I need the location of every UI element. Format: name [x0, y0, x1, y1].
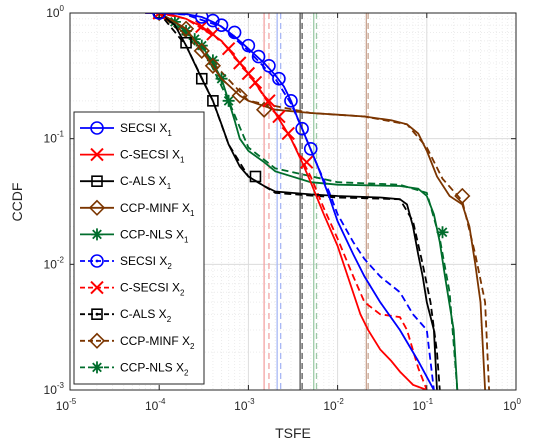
data-point-marker — [454, 187, 471, 205]
data-point-marker — [91, 361, 103, 374]
y-tick-label: 10-2 — [44, 255, 65, 271]
data-point-marker — [204, 57, 222, 74]
legend-label: C-SECSI X2 — [120, 281, 185, 298]
legend-item: CCP-MINF X2 — [80, 332, 195, 351]
data-point-marker — [436, 226, 449, 239]
data-point-marker — [231, 87, 248, 104]
data-point-marker — [91, 308, 103, 321]
legend-item: C-ALS X2 — [80, 307, 172, 324]
data-point-marker — [195, 39, 208, 52]
x-tick-label: 10-4 — [145, 397, 166, 413]
data-point-marker — [248, 75, 263, 90]
data-point-marker — [222, 94, 235, 107]
y-tick-label: 10-3 — [44, 381, 65, 397]
data-point-marker — [188, 33, 201, 46]
y-tick-label: 10-1 — [44, 130, 65, 146]
x-tick-label: 10-2 — [323, 397, 344, 413]
series-line — [145, 13, 435, 390]
data-point-marker — [299, 155, 314, 169]
x-axis-label: TSFE — [275, 425, 311, 441]
data-point-marker — [88, 332, 106, 349]
data-point-marker — [193, 42, 210, 59]
data-point-marker — [90, 254, 104, 268]
legend-item: CCP-MINF X1 — [80, 199, 195, 218]
data-point-marker — [255, 101, 273, 118]
data-point-marker — [195, 72, 208, 85]
data-point-marker — [206, 54, 219, 67]
legend-item: CCP-NLS X2 — [80, 360, 189, 377]
data-point-marker — [152, 13, 166, 20]
legend-label: CCP-NLS X1 — [120, 227, 189, 244]
data-point-marker — [177, 20, 195, 37]
data-point-marker — [90, 280, 104, 295]
data-point-marker — [214, 18, 229, 32]
series-line — [145, 13, 428, 390]
data-point-marker — [262, 94, 276, 108]
plot-frame — [69, 12, 517, 391]
data-point-marker — [207, 95, 219, 107]
legend-label: C-ALS X2 — [120, 307, 172, 324]
series-lines — [145, 13, 490, 390]
data-point-marker — [91, 228, 103, 241]
y-tick-label: 100 — [46, 4, 64, 20]
legend-item: SECSI X2 — [80, 254, 172, 271]
legend-label: CCP-NLS X2 — [120, 360, 189, 377]
legend-label: C-ALS X1 — [120, 174, 172, 191]
legend-item: C-SECSI X2 — [80, 281, 185, 298]
x-tick-label: 10-3 — [234, 397, 255, 413]
x-tick-label: 100 — [503, 397, 521, 413]
data-point-marker — [180, 24, 193, 37]
legend-label: SECSI X2 — [120, 254, 172, 271]
legend-label: CCP-MINF X2 — [120, 334, 195, 351]
legend: SECSI X1 C-SECSI X1 C-ALS X1 CCP-MINF X1 CCP… — [73, 111, 205, 385]
data-point-marker — [303, 142, 318, 156]
data-point-marker — [284, 94, 298, 108]
data-point-marker — [262, 59, 276, 73]
series-line — [145, 13, 438, 390]
series-line — [145, 13, 428, 390]
data-point-marker — [221, 41, 236, 56]
x-tick-label: 10-5 — [56, 397, 77, 413]
data-point-marker — [180, 36, 192, 49]
y-axis-label: CCDF — [9, 183, 25, 222]
data-point-marker — [281, 126, 295, 141]
data-point-marker — [272, 109, 286, 124]
data-point-marker — [90, 147, 104, 162]
data-point-marker — [88, 199, 106, 216]
legend-label: SECSI X1 — [120, 121, 172, 138]
legend-item: C-ALS X1 — [80, 174, 172, 191]
data-point-marker — [151, 13, 168, 22]
legend-item: SECSI X1 — [80, 121, 172, 138]
data-point-marker — [241, 38, 256, 53]
legend-item: C-SECSI X1 — [80, 148, 185, 165]
data-point-marker — [91, 175, 103, 187]
data-point-marker — [195, 19, 209, 34]
legend-item: CCP-NLS X1 — [80, 227, 189, 244]
data-point-marker — [90, 121, 104, 135]
data-point-marker — [272, 71, 286, 86]
legend-label: CCP-MINF X1 — [120, 201, 195, 218]
legend-label: C-SECSI X1 — [120, 148, 185, 165]
data-point-marker — [233, 56, 247, 70]
x-tick-label: 10-1 — [413, 397, 434, 413]
data-point-marker — [241, 66, 256, 81]
data-point-marker — [249, 170, 262, 183]
series-line — [145, 13, 486, 390]
data-point-marker — [227, 25, 242, 40]
data-point-marker — [251, 49, 266, 64]
data-point-marker — [295, 121, 309, 136]
